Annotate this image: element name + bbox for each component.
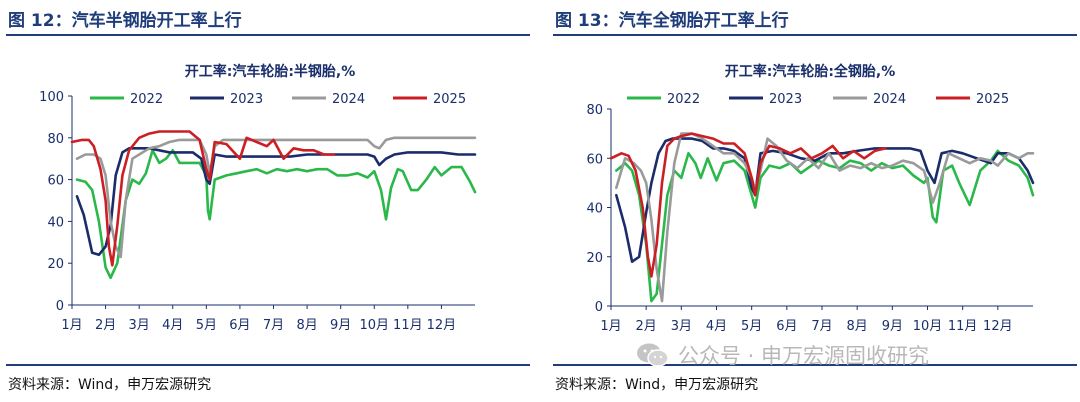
- series-line-2023: [75, 147, 477, 257]
- legend-label-2022: 2022: [667, 92, 700, 107]
- series-line-2022: [615, 149, 1035, 303]
- chart-title: 开工率:汽车轮胎:全钢胎,%: [725, 63, 896, 80]
- x-tick-label: 11月: [948, 319, 978, 334]
- y-tick-label: 0: [595, 300, 603, 315]
- watermark: 公众号 · 申万宏源固收研究: [636, 340, 929, 370]
- x-tick-label: 12月: [427, 318, 457, 333]
- x-tick-label: 5月: [196, 318, 217, 333]
- x-tick-label: 2月: [636, 319, 657, 334]
- y-tick-label: 40: [586, 202, 603, 217]
- wechat-icon: [637, 343, 669, 367]
- figure-title: 图 13：汽车全钢胎开工率上行: [555, 11, 789, 31]
- source-rule: [6, 364, 530, 366]
- y-tick-label: 60: [47, 174, 64, 189]
- title-rule: [553, 34, 1077, 36]
- x-tick-label: 3月: [129, 318, 150, 333]
- figure-title: 图 12：汽车半钢胎开工率上行: [8, 11, 242, 31]
- series-line-2023: [615, 137, 1035, 263]
- semi-steel-tire-chart: 开工率:汽车轮胎:半钢胎,% 2022 2023 2024 2025 0 20 40 60 80 1…: [39, 63, 477, 333]
- y-tick-label: 80: [47, 132, 64, 147]
- series-line-2025: [70, 130, 336, 267]
- title-rule: [6, 34, 530, 36]
- x-tick-label: 4月: [706, 319, 727, 334]
- x-tick-label: 7月: [811, 319, 832, 334]
- series-line-2024: [615, 132, 1035, 303]
- x-tick-label: 9月: [330, 318, 351, 333]
- x-tick-label: 10月: [913, 319, 943, 334]
- all-steel-tire-chart: 开工率:汽车轮胎:全钢胎,% 2022 2023 2024 2025 0 20 40 60 80 1…: [586, 63, 1035, 334]
- y-tick-label: 80: [586, 103, 603, 118]
- legend-label-2022: 2022: [130, 92, 163, 107]
- source-note: 资料来源：Wind，申万宏源研究: [555, 377, 759, 393]
- source-note: 资料来源：Wind，申万宏源研究: [8, 377, 212, 393]
- right-figure-panel: 图 13：汽车全钢胎开工率上行 开工率:汽车轮胎:全钢胎,% 2022 2023 20…: [547, 0, 1077, 402]
- x-tick-label: 3月: [671, 319, 692, 334]
- legend-label-2025: 2025: [976, 92, 1009, 107]
- y-tick-label: 40: [47, 215, 64, 230]
- x-tick-label: 6月: [776, 319, 797, 334]
- chart-title: 开工率:汽车轮胎:半钢胎,%: [185, 63, 356, 80]
- x-tick-label: 4月: [162, 318, 183, 333]
- legend-label-2024: 2024: [873, 92, 906, 107]
- watermark-text: 公众号 · 申万宏源固收研究: [678, 344, 930, 368]
- x-tick-label: 7月: [263, 318, 284, 333]
- x-tick-label: 1月: [600, 319, 621, 334]
- series-line-2025: [609, 132, 887, 278]
- y-tick-label: 0: [56, 299, 64, 314]
- x-tick-label: 8月: [296, 318, 317, 333]
- x-tick-label: 11月: [393, 318, 423, 333]
- legend-label-2024: 2024: [332, 92, 365, 107]
- y-tick-label: 20: [586, 251, 603, 266]
- y-tick-label: 60: [586, 152, 603, 167]
- legend-label-2023: 2023: [230, 92, 263, 107]
- x-tick-label: 1月: [61, 318, 82, 333]
- left-figure-panel: 图 12：汽车半钢胎开工率上行 开工率:汽车轮胎:半钢胎,% 2022 2023 20…: [0, 0, 530, 402]
- legend-label-2025: 2025: [433, 92, 466, 107]
- x-tick-label: 12月: [983, 319, 1013, 334]
- x-tick-label: 10月: [359, 318, 389, 333]
- x-tick-label: 9月: [882, 319, 903, 334]
- series-line-2022: [75, 149, 477, 280]
- legend-label-2023: 2023: [769, 92, 802, 107]
- y-tick-label: 100: [39, 90, 64, 105]
- source-rule: [553, 364, 1077, 366]
- x-tick-label: 2月: [95, 318, 116, 333]
- x-tick-label: 8月: [847, 319, 868, 334]
- y-tick-label: 20: [47, 257, 64, 272]
- x-tick-label: 5月: [741, 319, 762, 334]
- x-tick-label: 6月: [229, 318, 250, 333]
